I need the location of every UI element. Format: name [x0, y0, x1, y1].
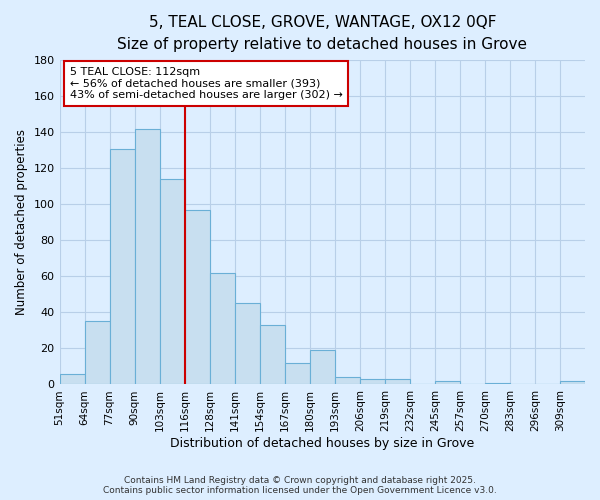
- Bar: [560, 381, 585, 384]
- Bar: [360, 379, 385, 384]
- Bar: [485, 382, 510, 384]
- Bar: [185, 210, 209, 384]
- Bar: [110, 148, 134, 384]
- Y-axis label: Number of detached properties: Number of detached properties: [15, 130, 28, 316]
- Bar: [134, 128, 160, 384]
- Bar: [209, 273, 235, 384]
- Bar: [59, 374, 85, 384]
- Bar: [235, 304, 260, 384]
- Bar: [335, 378, 360, 384]
- Bar: [85, 322, 110, 384]
- Bar: [260, 325, 285, 384]
- Text: Contains HM Land Registry data © Crown copyright and database right 2025.
Contai: Contains HM Land Registry data © Crown c…: [103, 476, 497, 495]
- Title: 5, TEAL CLOSE, GROVE, WANTAGE, OX12 0QF
Size of property relative to detached ho: 5, TEAL CLOSE, GROVE, WANTAGE, OX12 0QF …: [117, 15, 527, 52]
- Bar: [160, 179, 185, 384]
- Text: 5 TEAL CLOSE: 112sqm
← 56% of detached houses are smaller (393)
43% of semi-deta: 5 TEAL CLOSE: 112sqm ← 56% of detached h…: [70, 67, 343, 100]
- Bar: [435, 381, 460, 384]
- Bar: [285, 363, 310, 384]
- Bar: [310, 350, 335, 384]
- X-axis label: Distribution of detached houses by size in Grove: Distribution of detached houses by size …: [170, 437, 475, 450]
- Bar: [385, 379, 410, 384]
